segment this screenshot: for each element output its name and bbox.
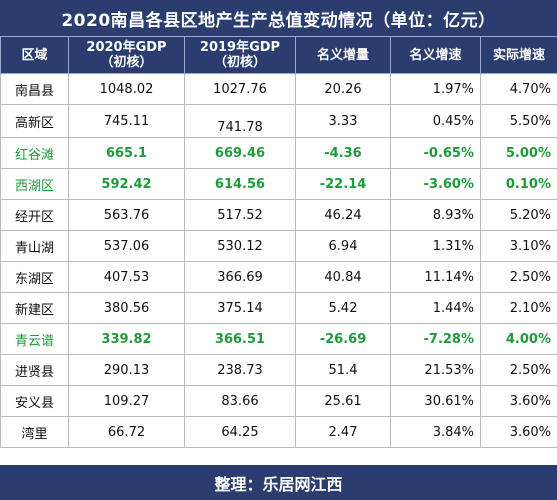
header-gdp2020-line2: （初核） — [100, 55, 153, 70]
nominal-growth-cell: -7.28% — [390, 323, 481, 355]
gdp2020-cell: 66.72 — [68, 416, 185, 448]
header-real-growth: 实际增速 — [480, 36, 557, 74]
header-nominal-increase: 名义增量 — [295, 36, 391, 74]
real-growth-cell: 5.00% — [480, 137, 557, 169]
gdp2020-cell: 407.53 — [68, 261, 185, 293]
gdp2019-cell: 517.52 — [184, 199, 296, 231]
real-growth-cell: 4.00% — [480, 323, 557, 355]
nominal-growth-cell: 11.14% — [390, 261, 481, 293]
region-cell: 红谷滩 — [0, 137, 69, 169]
increase-cell: -26.69 — [295, 323, 391, 355]
table-title: 2020南昌各县区地产生产总值变动情况（单位：亿元） — [0, 0, 557, 36]
region-cell: 青云谱 — [0, 323, 69, 355]
gdp2020-cell: 592.42 — [68, 168, 185, 200]
gdp2020-cell: 537.06 — [68, 230, 185, 262]
real-growth-cell: 0.10% — [480, 168, 557, 200]
nominal-growth-cell: 0.45% — [390, 104, 481, 138]
source-footer: 整理：乐居网江西 — [0, 465, 557, 500]
table-row-highlighted: 青云谱 339.82 366.51 -26.69 -7.28% 4.00% — [0, 323, 557, 355]
gdp2020-cell: 1048.02 — [68, 73, 185, 105]
table-row: 高新区 745.11 741.78 3.33 0.45% 5.50% — [0, 104, 557, 138]
gdp2019-cell: 669.46 — [184, 137, 296, 169]
gdp2019-cell: 375.14 — [184, 292, 296, 324]
region-cell: 南昌县 — [0, 73, 69, 105]
nominal-growth-cell: 30.61% — [390, 385, 481, 417]
nominal-growth-cell: 8.93% — [390, 199, 481, 231]
table-row: 东湖区 407.53 366.69 40.84 11.14% 2.50% — [0, 261, 557, 293]
region-cell: 高新区 — [0, 104, 69, 138]
increase-cell: 2.47 — [295, 416, 391, 448]
gdp2020-cell: 665.1 — [68, 137, 185, 169]
nominal-growth-cell: 1.44% — [390, 292, 481, 324]
table-row: 青山湖 537.06 530.12 6.94 1.31% 3.10% — [0, 230, 557, 262]
real-growth-cell: 3.10% — [480, 230, 557, 262]
real-growth-cell: 2.50% — [480, 261, 557, 293]
table-row: 湾里 66.72 64.25 2.47 3.84% 3.60% — [0, 416, 557, 448]
gdp2020-cell: 563.76 — [68, 199, 185, 231]
real-growth-cell: 2.10% — [480, 292, 557, 324]
table-row: 进贤县 290.13 238.73 51.4 21.53% 2.50% — [0, 354, 557, 386]
real-growth-cell: 3.60% — [480, 385, 557, 417]
table-row: 南昌县 1048.02 1027.76 20.26 1.97% 4.70% — [0, 73, 557, 105]
real-growth-cell: 3.60% — [480, 416, 557, 448]
header-gdp2020: 2020年GDP （初核） — [68, 36, 185, 74]
gdp-table: 区域 2020年GDP （初核） 2019年GDP （初核） 名义增量 名义增速 实… — [0, 36, 557, 448]
gdp2019-cell: 741.78 — [184, 104, 296, 138]
nominal-growth-cell: -0.65% — [390, 137, 481, 169]
table-row: 经开区 563.76 517.52 46.24 8.93% 5.20% — [0, 199, 557, 231]
region-cell: 东湖区 — [0, 261, 69, 293]
gdp2020-cell: 339.82 — [68, 323, 185, 355]
region-cell: 湾里 — [0, 416, 69, 448]
gdp2019-cell: 366.51 — [184, 323, 296, 355]
gdp2019-cell: 530.12 — [184, 230, 296, 262]
increase-cell: 5.42 — [295, 292, 391, 324]
real-growth-cell: 4.70% — [480, 73, 557, 105]
increase-cell: 46.24 — [295, 199, 391, 231]
real-growth-cell: 5.20% — [480, 199, 557, 231]
header-gdp2020-line1: 2020年GDP — [86, 40, 167, 55]
header-gdp2019-line1: 2019年GDP — [199, 40, 281, 55]
increase-cell: 40.84 — [295, 261, 391, 293]
gdp2020-cell: 109.27 — [68, 385, 185, 417]
header-gdp2019-line2: （初核） — [213, 55, 266, 70]
region-cell: 西湖区 — [0, 168, 69, 200]
header-row: 区域 2020年GDP （初核） 2019年GDP （初核） 名义增量 名义增速 实… — [0, 36, 557, 74]
increase-cell: 3.33 — [295, 104, 391, 138]
increase-cell: 25.61 — [295, 385, 391, 417]
table-row-highlighted: 西湖区 592.42 614.56 -22.14 -3.60% 0.10% — [0, 168, 557, 200]
nominal-growth-cell: -3.60% — [390, 168, 481, 200]
gdp2020-cell: 290.13 — [68, 354, 185, 386]
increase-cell: 20.26 — [295, 73, 391, 105]
gdp2019-cell: 1027.76 — [184, 73, 296, 105]
nominal-growth-cell: 3.84% — [390, 416, 481, 448]
gdp2019-cell: 366.69 — [184, 261, 296, 293]
nominal-growth-cell: 1.31% — [390, 230, 481, 262]
table-row-highlighted: 红谷滩 665.1 669.46 -4.36 -0.65% 5.00% — [0, 137, 557, 169]
gdp2019-cell: 83.66 — [184, 385, 296, 417]
nominal-growth-cell: 1.97% — [390, 73, 481, 105]
nominal-growth-cell: 21.53% — [390, 354, 481, 386]
gdp2020-cell: 380.56 — [68, 292, 185, 324]
header-nominal-growth: 名义增速 — [390, 36, 481, 74]
increase-cell: -22.14 — [295, 168, 391, 200]
header-region: 区域 — [0, 36, 69, 74]
increase-cell: -4.36 — [295, 137, 391, 169]
table-row: 安义县 109.27 83.66 25.61 30.61% 3.60% — [0, 385, 557, 417]
table-row: 新建区 380.56 375.14 5.42 1.44% 2.10% — [0, 292, 557, 324]
real-growth-cell: 5.50% — [480, 104, 557, 138]
increase-cell: 6.94 — [295, 230, 391, 262]
gdp2019-cell: 238.73 — [184, 354, 296, 386]
gdp2019-cell: 64.25 — [184, 416, 296, 448]
region-cell: 进贤县 — [0, 354, 69, 386]
gdp2020-cell: 745.11 — [68, 104, 185, 138]
region-cell: 经开区 — [0, 199, 69, 231]
header-gdp2019: 2019年GDP （初核） — [184, 36, 296, 74]
region-cell: 新建区 — [0, 292, 69, 324]
increase-cell: 51.4 — [295, 354, 391, 386]
real-growth-cell: 2.50% — [480, 354, 557, 386]
region-cell: 安义县 — [0, 385, 69, 417]
region-cell: 青山湖 — [0, 230, 69, 262]
gdp2019-cell: 614.56 — [184, 168, 296, 200]
